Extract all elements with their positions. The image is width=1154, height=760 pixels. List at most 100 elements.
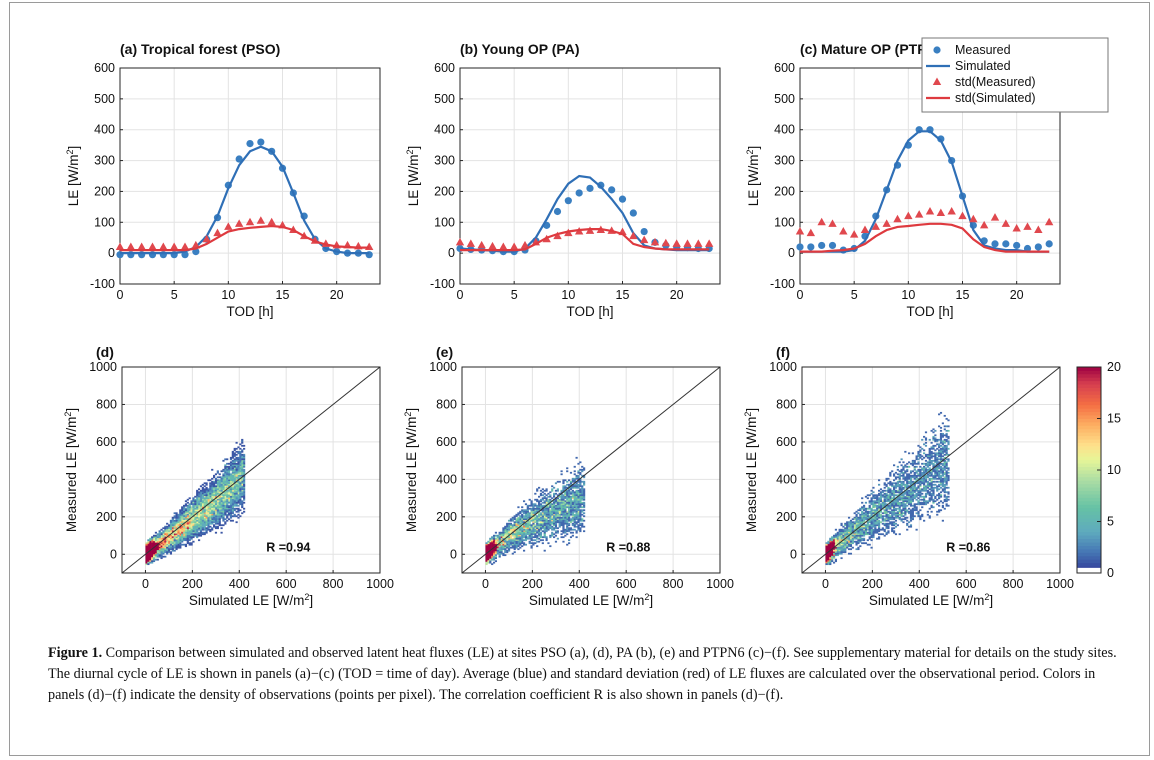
y-tick-label: -100 — [430, 277, 455, 291]
density-cell — [167, 536, 171, 539]
density-cell — [862, 509, 866, 512]
density-cell — [906, 516, 909, 519]
density-cell — [906, 479, 909, 482]
density-cell — [868, 525, 871, 528]
density-cell — [840, 530, 843, 533]
density-cell — [199, 495, 203, 498]
density-cell — [583, 483, 586, 486]
density-cell — [541, 506, 544, 509]
density-cell — [938, 510, 941, 513]
density-cell — [825, 551, 828, 554]
density-cell — [214, 485, 218, 488]
density-cell — [547, 528, 550, 531]
density-cell — [188, 515, 191, 518]
density-cell — [838, 546, 841, 549]
density-cell — [556, 500, 559, 503]
density-cell — [868, 521, 871, 524]
density-cell — [894, 482, 898, 485]
density-cell — [228, 498, 231, 501]
density-cell — [502, 545, 505, 548]
density-cell — [558, 518, 561, 521]
density-cell — [577, 504, 580, 507]
density-cell — [549, 504, 552, 507]
density-cell — [921, 458, 924, 461]
density-cell — [154, 536, 158, 539]
density-cell — [177, 543, 180, 546]
measured-point — [597, 181, 605, 189]
density-cell — [209, 494, 212, 497]
density-cell — [917, 474, 920, 477]
density-cell — [917, 468, 920, 471]
density-cell — [243, 480, 246, 483]
density-cell — [197, 507, 201, 510]
density-cell — [908, 503, 911, 506]
density-cell — [898, 503, 901, 506]
density-cell — [909, 474, 913, 477]
density-cell — [842, 549, 845, 552]
density-cell — [224, 492, 227, 495]
density-cell — [184, 545, 188, 548]
density-cell — [889, 483, 892, 486]
density-cell — [868, 500, 871, 503]
density-cell — [581, 503, 584, 506]
density-cell — [945, 465, 948, 468]
y-tick-label: 0 — [448, 246, 455, 260]
density-cell — [838, 534, 841, 537]
density-cell — [579, 497, 582, 500]
density-cell — [894, 509, 898, 512]
density-cell — [507, 533, 511, 536]
density-cell — [577, 495, 580, 498]
density-cell — [229, 467, 233, 470]
colorbar-segment — [1077, 494, 1101, 498]
x-tick-label: 0 — [117, 288, 124, 302]
density-cell — [209, 507, 212, 510]
density-cell — [568, 491, 571, 494]
density-cell — [220, 489, 223, 492]
density-cell — [579, 473, 582, 476]
density-cell — [881, 519, 884, 522]
density-cell — [831, 555, 834, 558]
density-cell — [171, 525, 174, 528]
density-cell — [209, 525, 212, 528]
density-cell — [515, 536, 518, 539]
density-cell — [182, 525, 186, 528]
density-cell — [162, 536, 165, 539]
density-cell — [517, 519, 520, 522]
density-cell — [915, 471, 918, 474]
density-cell — [936, 467, 939, 470]
density-cell — [862, 539, 866, 542]
density-cell — [877, 537, 881, 540]
density-cell — [829, 558, 832, 561]
density-cell — [182, 524, 186, 527]
density-cell — [904, 497, 907, 500]
density-cell — [855, 543, 858, 546]
density-cell — [558, 500, 561, 503]
density-cell — [489, 560, 492, 563]
density-cell — [231, 519, 234, 522]
density-cell — [228, 497, 231, 500]
density-cell — [162, 552, 165, 555]
density-cell — [545, 506, 548, 509]
density-cell — [218, 492, 221, 495]
density-cell — [233, 489, 236, 492]
density-cell — [231, 459, 234, 462]
density-cell — [226, 503, 229, 506]
density-cell — [583, 498, 586, 501]
density-cell — [241, 456, 244, 459]
density-cell — [893, 473, 896, 476]
density-cell — [182, 510, 186, 513]
density-cell — [834, 539, 838, 542]
density-cell — [228, 483, 231, 486]
density-cell — [220, 500, 223, 503]
density-cell — [513, 531, 516, 534]
density-cell — [494, 555, 498, 558]
density-cell — [583, 509, 586, 512]
measured-point — [828, 241, 837, 250]
density-cell — [889, 512, 892, 515]
density-cell — [528, 521, 531, 524]
density-cell — [924, 480, 928, 483]
density-cell — [917, 458, 920, 461]
density-cell — [577, 491, 580, 494]
density-cell — [229, 512, 233, 515]
